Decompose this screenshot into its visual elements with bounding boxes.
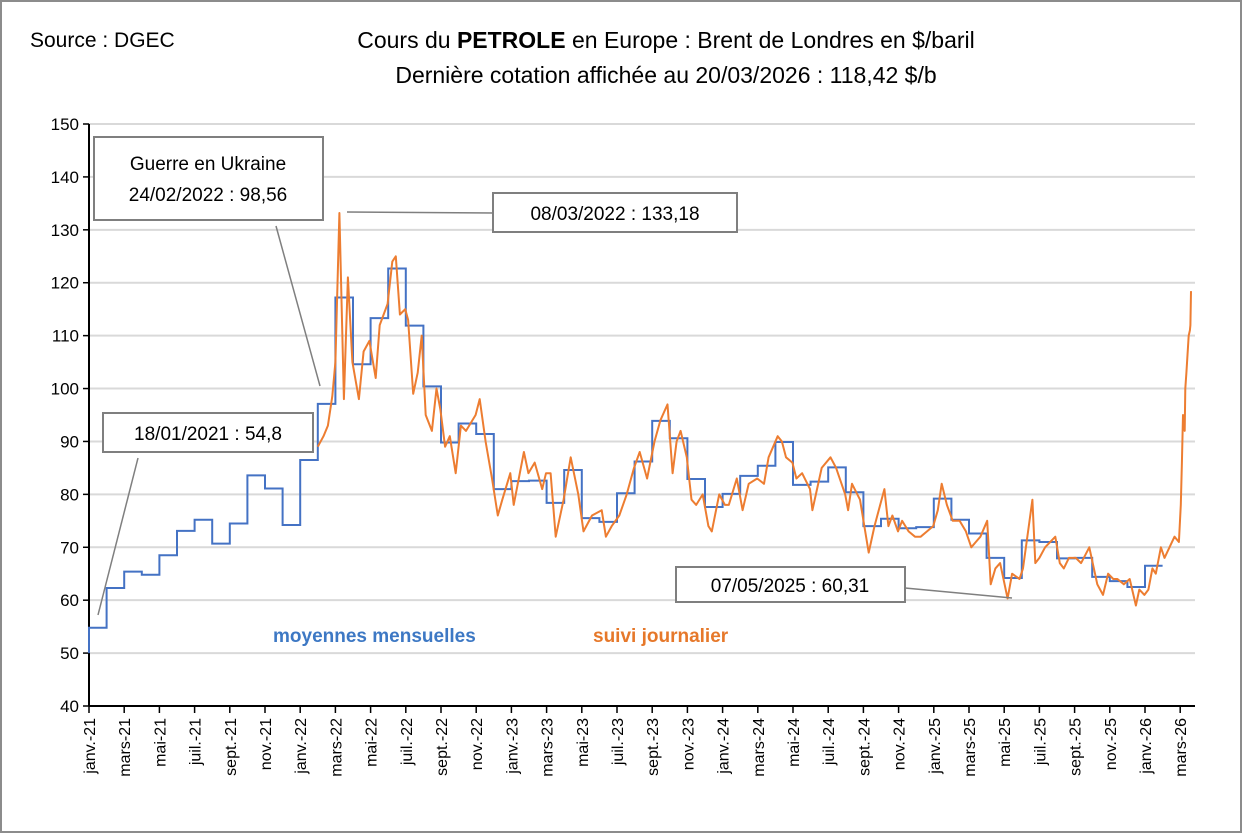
- x-tick-label: janv.-25: [927, 718, 944, 775]
- y-tick-label: 120: [51, 274, 79, 293]
- series-group: [88, 212, 1192, 654]
- series-daily-tracking: [316, 212, 1192, 607]
- callout-ukraine-box: [93, 136, 324, 221]
- callout-ukraine-leader: [275, 225, 321, 387]
- callout-peak: 08/03/2022 : 133,18: [346, 192, 738, 233]
- callout-ukraine: Guerre en Ukraine 24/02/2022 : 98,56: [93, 136, 324, 387]
- y-tick-label: 40: [60, 697, 79, 716]
- x-tick-label: mai-25: [997, 718, 1014, 767]
- x-tick-label: mars-26: [1173, 718, 1190, 777]
- x-tick-label: mars-22: [328, 718, 345, 777]
- callout-start-text: 18/01/2021 : 54,8: [134, 424, 282, 445]
- callout-peak-leader: [346, 211, 495, 214]
- chart-title: Cours du PETROLE en Europe : Brent de Lo…: [357, 27, 975, 53]
- x-tick-label: juil.-23: [610, 718, 627, 766]
- callout-low-leader: [904, 587, 1013, 599]
- y-tick-label: 50: [60, 644, 79, 663]
- x-tick-label: juil.-25: [1032, 718, 1049, 766]
- y-tick-label: 150: [51, 115, 79, 134]
- y-axis-ticks: 40 50 60 70 80 90 100 110 120 130 140 150: [51, 115, 90, 716]
- callout-low-text: 07/05/2025 : 60,31: [711, 576, 869, 597]
- callout-low: 07/05/2025 : 60,31: [675, 566, 1013, 603]
- legend-daily: suivi journalier: [593, 626, 729, 647]
- x-tick-label: mai-24: [786, 718, 803, 767]
- x-tick-label: juil.-22: [399, 718, 416, 766]
- callout-ukraine-line2: 24/02/2022 : 98,56: [129, 185, 287, 206]
- y-tick-label: 130: [51, 221, 79, 240]
- x-tick-label: sept.-24: [856, 718, 873, 776]
- chart-subtitle: Dernière cotation affichée au 20/03/2026…: [395, 62, 936, 88]
- x-tick-label: mai-21: [152, 718, 169, 767]
- y-tick-label: 60: [60, 591, 79, 610]
- callout-peak-text: 08/03/2022 : 133,18: [530, 204, 699, 225]
- y-tick-label: 70: [60, 538, 79, 557]
- x-tick-label: janv.-23: [504, 718, 521, 775]
- x-tick-label: juil.-21: [188, 718, 205, 766]
- y-tick-label: 80: [60, 485, 79, 504]
- source-label: Source : DGEC: [30, 29, 175, 52]
- x-tick-label: mars-21: [117, 718, 134, 777]
- callout-start-leader: [97, 457, 139, 616]
- callout-ukraine-line1: Guerre en Ukraine: [130, 154, 286, 175]
- x-tick-label: mai-23: [575, 718, 592, 767]
- x-tick-label: nov.-25: [1103, 718, 1120, 770]
- x-tick-label: mai-22: [364, 718, 381, 767]
- x-tick-label: janv.-22: [293, 718, 310, 775]
- x-tick-label: mars-25: [962, 718, 979, 777]
- x-tick-label: nov.-22: [469, 718, 486, 770]
- x-axis-ticks: janv.-21 mars-21 mai-21 juil.-21 sept.-21 nov…: [82, 705, 1195, 777]
- legend-monthly: moyennes mensuelles: [273, 626, 476, 647]
- x-tick-label: janv.-26: [1138, 718, 1155, 775]
- callout-low-box: [675, 566, 906, 603]
- x-tick-label: sept.-23: [645, 718, 662, 776]
- y-tick-label: 110: [52, 327, 79, 346]
- x-tick-label: mars-24: [751, 718, 768, 777]
- x-tick-label: nov.-24: [892, 718, 909, 770]
- x-tick-label: nov.-23: [680, 718, 697, 770]
- callout-start-box: [102, 412, 314, 453]
- x-tick-label: sept.-25: [1068, 718, 1085, 776]
- y-tick-label: 100: [51, 380, 79, 399]
- x-tick-label: mars-23: [540, 718, 557, 777]
- y-tick-label: 90: [60, 432, 79, 451]
- callout-start: 18/01/2021 : 54,8: [97, 412, 314, 616]
- x-tick-label: nov.-21: [258, 718, 275, 770]
- x-tick-label: janv.-21: [82, 718, 99, 775]
- x-tick-label: sept.-22: [434, 718, 451, 776]
- x-tick-label: juil.-24: [821, 718, 838, 766]
- x-tick-label: janv.-24: [716, 718, 733, 775]
- x-tick-label: sept.-21: [223, 718, 240, 776]
- callout-peak-box: [492, 192, 738, 233]
- y-tick-label: 140: [51, 168, 79, 187]
